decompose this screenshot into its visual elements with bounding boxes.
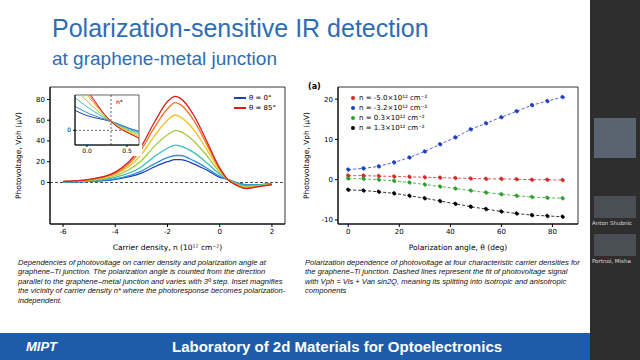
html-text:Portnoi, Misha: Portnoi, Misha bbox=[592, 258, 631, 264]
svg-text:10: 10 bbox=[324, 136, 333, 144]
svg-text:n*: n* bbox=[116, 98, 123, 105]
html-text:θ = 0°: θ = 0° bbox=[249, 94, 272, 102]
html-text:MIPT: MIPT bbox=[26, 339, 58, 354]
svg-text:0: 0 bbox=[346, 228, 350, 236]
html-text:n = 0.3×10¹² cm⁻²: n = 0.3×10¹² cm⁻² bbox=[359, 114, 425, 122]
svg-text:60: 60 bbox=[497, 228, 506, 236]
svg-text:-6: -6 bbox=[60, 228, 68, 236]
svg-text:Photovoltage, Vph (μV): Photovoltage, Vph (μV) bbox=[14, 112, 23, 199]
svg-text:40: 40 bbox=[446, 228, 455, 236]
svg-text:-2: -2 bbox=[164, 228, 171, 236]
svg-text:20: 20 bbox=[36, 158, 45, 166]
svg-text:0: 0 bbox=[41, 179, 45, 187]
svg-text:-10: -10 bbox=[322, 216, 333, 224]
svg-text:20: 20 bbox=[324, 96, 333, 104]
html-text:n = -3.2×10¹² cm⁻²: n = -3.2×10¹² cm⁻² bbox=[359, 104, 428, 112]
html-text:Anton Shubnic: Anton Shubnic bbox=[592, 220, 632, 226]
html-text:n = 1.3×10¹² cm⁻²: n = 1.3×10¹² cm⁻² bbox=[359, 124, 425, 132]
svg-text:80: 80 bbox=[36, 96, 45, 104]
svg-text:0: 0 bbox=[217, 228, 221, 236]
svg-text:0: 0 bbox=[67, 126, 71, 133]
svg-text:80: 80 bbox=[548, 228, 557, 236]
html-text:θ = 85°: θ = 85° bbox=[249, 104, 276, 112]
html-text:Dependencies of photovoltage o: Dependencies of photovoltage on carrier … bbox=[18, 258, 286, 305]
html-text:Polarization-sensitive IR dete: Polarization-sensitive IR detection bbox=[52, 14, 429, 42]
svg-text:40: 40 bbox=[36, 137, 45, 145]
svg-text:0.0: 0.0 bbox=[82, 147, 92, 154]
svg-text:2: 2 bbox=[270, 228, 274, 236]
svg-text:Photovoltage, Vph (μV): Photovoltage, Vph (μV) bbox=[302, 112, 311, 199]
html-text:at graphene-metal junction: at graphene-metal junction bbox=[52, 48, 277, 69]
svg-text:20: 20 bbox=[395, 228, 404, 236]
html-text:(a): (a) bbox=[308, 82, 321, 91]
svg-text:0.5: 0.5 bbox=[122, 147, 132, 154]
svg-text:-4: -4 bbox=[112, 228, 120, 236]
svg-text:Carrier density, n (10¹² cm⁻²): Carrier density, n (10¹² cm⁻²) bbox=[113, 243, 223, 252]
html-text:Polarization dependence of pho: Polarization dependence of photovoltage … bbox=[305, 258, 580, 296]
svg-text:0: 0 bbox=[329, 176, 333, 184]
svg-text:60: 60 bbox=[36, 117, 45, 125]
html-text:Laboratory of 2d Materials for: Laboratory of 2d Materials for Optoelect… bbox=[172, 338, 503, 355]
html-text:n = -5.0×10¹² cm⁻²: n = -5.0×10¹² cm⁻² bbox=[359, 94, 428, 102]
svg-text:Polarization angle, θ (deg): Polarization angle, θ (deg) bbox=[409, 243, 508, 252]
